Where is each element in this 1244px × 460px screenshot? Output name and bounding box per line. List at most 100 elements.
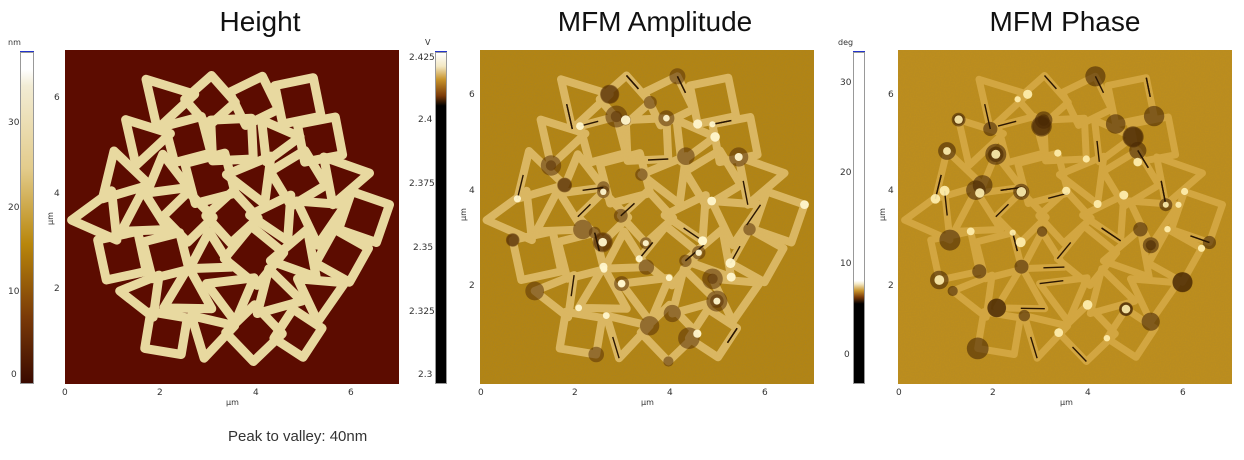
domain-wall-line <box>1145 77 1151 98</box>
domain-wall-line <box>1094 75 1105 94</box>
lattice-shape <box>955 116 1007 169</box>
x-tick: 4 <box>253 388 259 398</box>
lattice-shape <box>121 115 175 170</box>
domain-wall-line <box>684 244 705 262</box>
colorbar-tick: 0 <box>844 350 850 360</box>
x-axis-label: µm <box>226 398 239 407</box>
domain-dark-spot <box>573 219 593 240</box>
caption: Peak to valley: 40nm <box>228 428 368 445</box>
domain-bright-spot <box>1181 187 1189 196</box>
lattice-shape <box>311 224 373 287</box>
lattice-shape <box>668 264 721 318</box>
domain-wall-line <box>1137 150 1149 169</box>
domain-bright-spot <box>1015 237 1026 248</box>
x-tick: 2 <box>157 388 163 398</box>
domain-bright-spot <box>707 196 717 206</box>
domain-wall-line <box>516 174 524 199</box>
lattice-shape <box>1086 265 1139 317</box>
y-tick: 6 <box>54 93 60 103</box>
lattice-shape <box>1014 149 1072 207</box>
domain-bright-spot <box>513 195 521 203</box>
domain-bright-spot <box>1009 229 1016 236</box>
domain-bright-spot <box>1023 89 1033 99</box>
domain-dark-spot <box>643 95 657 109</box>
domain-wall-line <box>1096 140 1100 162</box>
domain-bright-spot <box>725 258 736 269</box>
colorbar-tick: 2.3 <box>418 370 433 380</box>
lattice-shape <box>1036 274 1091 326</box>
domain-dark-spot <box>540 155 562 176</box>
domain-wall-line <box>997 120 1017 127</box>
domain-bright-spot <box>943 147 951 155</box>
colorbar <box>435 52 447 384</box>
domain-bright-spot <box>1093 200 1102 208</box>
domain-bright-spot <box>734 153 743 161</box>
lattice-shape <box>508 227 566 284</box>
domain-bright-spot <box>642 240 649 247</box>
domain-dark-spot <box>1133 222 1148 237</box>
lattice-shape <box>574 262 631 313</box>
domain-bright-spot <box>1054 328 1064 337</box>
lattice-shape <box>293 274 350 327</box>
domain-bright-spot <box>698 236 707 245</box>
colorbar-tick: 10 <box>840 259 852 269</box>
colorbar-unit: V <box>425 38 431 47</box>
domain-dark-spot <box>638 259 655 275</box>
lattice-shape <box>185 227 236 274</box>
panel-title: MFM Amplitude <box>557 6 753 37</box>
lattice-shape <box>252 264 307 318</box>
colorbar-tick: 2.35 <box>413 243 434 253</box>
lattice-shape <box>617 273 674 326</box>
y-axis-label: µm <box>458 208 468 221</box>
domain-bright-spot <box>663 114 670 122</box>
domain-bright-spot <box>954 115 963 124</box>
domain-bright-spot <box>710 132 720 142</box>
domain-bright-spot <box>975 188 985 198</box>
lattice-shape <box>202 273 259 327</box>
domain-dark-spot <box>597 181 610 194</box>
domain-wall-line <box>1012 232 1018 252</box>
domain-wall-line <box>1056 241 1072 260</box>
domain-bright-spot <box>930 194 941 204</box>
domain-bright-spot <box>939 185 950 196</box>
domain-dark-spot <box>1105 114 1126 134</box>
lattice-shape <box>97 146 155 204</box>
y-tick: 2 <box>469 281 475 291</box>
lattice-shape <box>1099 225 1153 281</box>
lattice-shape <box>1127 275 1182 326</box>
lattice-shape <box>159 262 217 314</box>
mfm-phase-image <box>898 50 1232 384</box>
panel-title: Height <box>219 6 301 37</box>
domain-wall-line <box>995 203 1009 218</box>
domain-dark-spot <box>987 298 1007 318</box>
domain-dark-spot <box>939 229 961 251</box>
colorbar-tick: 20 <box>8 203 20 213</box>
domain-bright-spot <box>1197 244 1206 252</box>
height-map-image <box>65 50 399 384</box>
domain-bright-spot <box>575 304 583 312</box>
lattice-shape <box>221 151 276 209</box>
y-tick: 6 <box>469 90 475 100</box>
domain-dark-spot <box>972 264 987 279</box>
lattice-shape <box>115 270 164 322</box>
lattice-shape <box>265 224 321 282</box>
lattice-shape <box>536 115 590 170</box>
lattice-shape <box>67 186 122 245</box>
domain-bright-spot <box>726 272 736 282</box>
domain-wall-line <box>566 103 573 130</box>
y-tick: 4 <box>469 186 475 196</box>
colorbar-tick: 2.375 <box>409 179 435 189</box>
domain-dark-spot <box>1143 105 1165 127</box>
domain-wall-line <box>1039 280 1064 285</box>
domain-bright-spot <box>966 227 975 236</box>
domain-dark-spot <box>610 110 622 123</box>
domain-bright-spot <box>1119 190 1129 200</box>
lattice-shape <box>931 147 987 203</box>
domain-dark-spot <box>663 356 674 367</box>
lattice-shape <box>1079 191 1128 245</box>
y-tick: 2 <box>888 281 894 291</box>
x-tick: 4 <box>667 388 673 398</box>
domain-bright-spot <box>1175 201 1182 208</box>
domain-dark-spot <box>983 121 998 137</box>
domain-wall-line <box>1043 266 1065 269</box>
